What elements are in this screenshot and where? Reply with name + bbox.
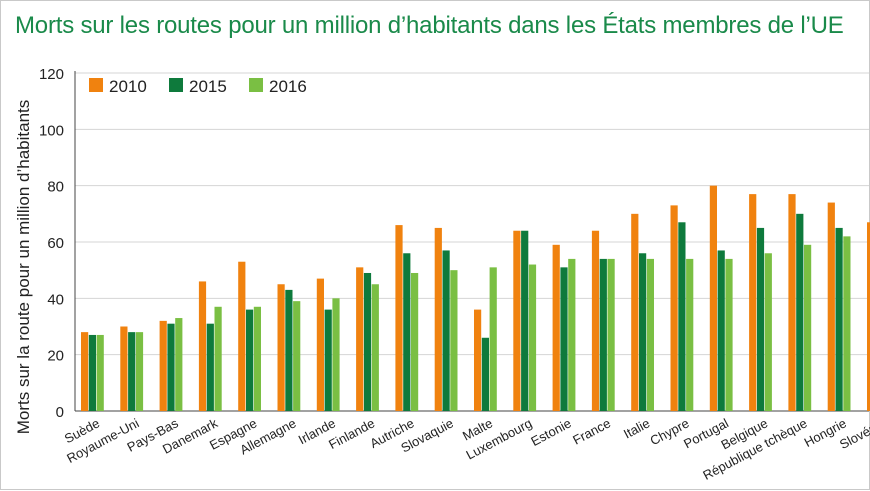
bar-2010 <box>827 202 835 411</box>
bar-2010 <box>120 326 128 411</box>
bar-2010 <box>631 213 639 411</box>
bar-2016 <box>371 284 379 411</box>
bar-2010 <box>474 309 482 411</box>
legend-label: 2015 <box>189 77 227 96</box>
legend-swatch-2010 <box>89 78 103 92</box>
bar-2015 <box>403 253 411 411</box>
bar-2015 <box>835 227 843 411</box>
bar-2016 <box>804 244 812 411</box>
bar-2015 <box>599 258 607 411</box>
bar-2016 <box>528 264 537 411</box>
bar-2016 <box>135 332 144 411</box>
bar-2015 <box>206 323 214 411</box>
bar-2010 <box>434 227 442 411</box>
bar-2016 <box>214 306 222 411</box>
bar-2010 <box>591 230 600 411</box>
y-tick-label: 60 <box>47 235 64 252</box>
legend-swatch-2016 <box>249 78 263 92</box>
bar-2010 <box>356 267 364 411</box>
bar-2015 <box>324 309 332 411</box>
bar-2010 <box>159 320 167 411</box>
bar-2010 <box>749 194 757 411</box>
bar-2015 <box>639 253 647 411</box>
bar-2016 <box>843 236 851 411</box>
bar-2015 <box>128 332 136 411</box>
bar-2016 <box>607 258 615 411</box>
bar-2015 <box>442 250 450 411</box>
bar-2015 <box>363 272 372 411</box>
bar-2010 <box>513 230 521 411</box>
bar-2010 <box>552 244 560 411</box>
bar-2015 <box>88 334 96 411</box>
bar-2010 <box>395 225 403 411</box>
x-tick-label: Estonie <box>528 415 573 449</box>
y-tick-label: 20 <box>47 348 64 365</box>
bar-2015 <box>285 289 293 411</box>
y-tick-label: 0 <box>56 404 64 421</box>
x-tick-label: Italie <box>621 415 652 441</box>
bar-2016 <box>411 272 419 411</box>
bar-2010 <box>238 261 246 411</box>
bar-2016 <box>725 258 733 411</box>
bar-2016 <box>332 298 340 411</box>
bar-2015 <box>560 267 568 411</box>
y-tick-label: 80 <box>47 179 64 196</box>
bar-2016 <box>175 318 183 411</box>
bar-2010 <box>788 194 796 411</box>
y-tick-label: 100 <box>39 122 64 139</box>
bar-2010 <box>316 278 324 411</box>
x-tick-label: France <box>570 415 613 447</box>
legend-label: 2010 <box>109 77 147 96</box>
bar-2015 <box>796 213 804 411</box>
bar-2016 <box>96 334 104 411</box>
bar-2016 <box>686 258 694 411</box>
bar-2010 <box>709 185 717 411</box>
bar-2015 <box>678 222 686 411</box>
bar-2010 <box>198 281 207 411</box>
bar-2016 <box>489 267 497 411</box>
legend-label: 2016 <box>269 77 307 96</box>
bar-2016 <box>253 306 261 411</box>
bar-2016 <box>293 301 301 411</box>
bar-2016 <box>646 258 654 411</box>
x-tick-label: Finlande <box>326 415 377 452</box>
y-tick-label: 40 <box>47 291 64 308</box>
bar-2016 <box>450 270 458 411</box>
bar-2010 <box>277 284 285 411</box>
bar-2010 <box>867 222 870 411</box>
bar-2015 <box>246 309 254 411</box>
bar-2015 <box>167 323 175 411</box>
bar-2016 <box>764 253 772 411</box>
bar-2016 <box>568 258 576 411</box>
bar-2010 <box>670 205 678 411</box>
chart-title: Morts sur les routes pour un million d’h… <box>15 12 844 39</box>
bar-2010 <box>81 332 89 411</box>
legend-swatch-2015 <box>169 78 183 92</box>
y-tick-label: 120 <box>39 66 64 83</box>
bar-2015 <box>717 250 725 411</box>
bar-2015 <box>756 227 765 411</box>
bar-2015 <box>481 337 489 411</box>
bar-2015 <box>521 230 529 411</box>
